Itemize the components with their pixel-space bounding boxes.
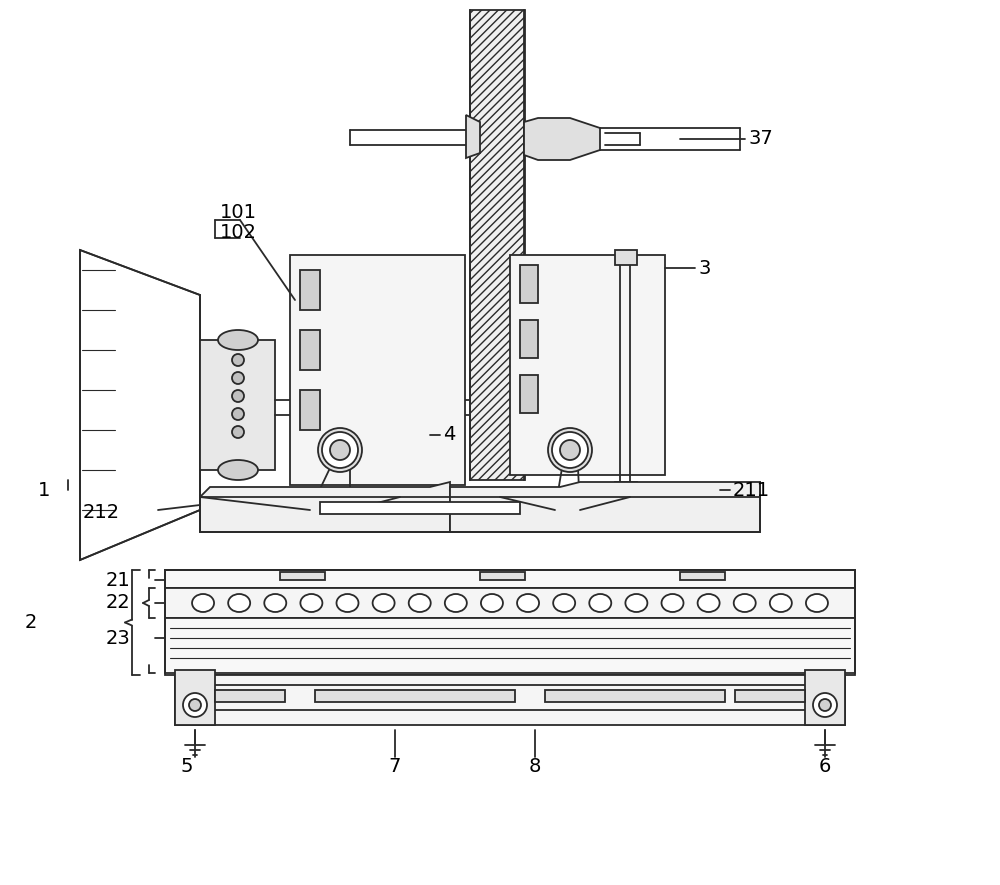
Bar xyxy=(320,502,520,514)
Circle shape xyxy=(813,693,837,717)
Ellipse shape xyxy=(589,594,611,612)
Text: 4: 4 xyxy=(443,426,455,444)
Circle shape xyxy=(232,408,244,420)
Circle shape xyxy=(318,428,362,472)
Text: 1: 1 xyxy=(38,481,50,499)
Polygon shape xyxy=(524,118,600,160)
Text: 5: 5 xyxy=(181,758,193,776)
Circle shape xyxy=(232,354,244,366)
Bar xyxy=(280,572,325,580)
Ellipse shape xyxy=(264,594,286,612)
Bar xyxy=(300,330,320,370)
Bar xyxy=(175,675,845,725)
Bar xyxy=(615,482,637,497)
Bar xyxy=(470,10,525,480)
Text: 212: 212 xyxy=(83,503,120,521)
Text: 6: 6 xyxy=(819,758,831,776)
Circle shape xyxy=(552,432,588,468)
Ellipse shape xyxy=(336,594,358,612)
Ellipse shape xyxy=(698,594,720,612)
Ellipse shape xyxy=(373,594,395,612)
Bar xyxy=(805,670,845,725)
Bar xyxy=(520,265,538,303)
Circle shape xyxy=(232,426,244,438)
Ellipse shape xyxy=(770,594,792,612)
Text: 23: 23 xyxy=(105,628,130,648)
Bar xyxy=(480,572,525,580)
Ellipse shape xyxy=(445,594,467,612)
Ellipse shape xyxy=(734,594,756,612)
Bar xyxy=(290,255,465,485)
Bar xyxy=(215,690,285,702)
Ellipse shape xyxy=(409,594,431,612)
Circle shape xyxy=(330,440,350,460)
Ellipse shape xyxy=(192,594,214,612)
Text: 8: 8 xyxy=(529,758,541,776)
Ellipse shape xyxy=(218,330,258,350)
Ellipse shape xyxy=(481,594,503,612)
Text: 7: 7 xyxy=(389,758,401,776)
Text: 101: 101 xyxy=(220,204,257,222)
Ellipse shape xyxy=(625,594,647,612)
Bar xyxy=(300,390,320,430)
Circle shape xyxy=(183,693,207,717)
Bar xyxy=(735,690,805,702)
Circle shape xyxy=(548,428,592,472)
Bar xyxy=(520,320,538,358)
Circle shape xyxy=(322,432,358,468)
Bar xyxy=(300,270,320,310)
Circle shape xyxy=(189,699,201,711)
Text: 37: 37 xyxy=(748,129,773,149)
Text: 211: 211 xyxy=(733,481,770,499)
Bar xyxy=(175,670,215,725)
Circle shape xyxy=(558,438,582,462)
Bar xyxy=(615,250,637,265)
Bar xyxy=(315,690,515,702)
Polygon shape xyxy=(200,482,450,532)
Text: 2: 2 xyxy=(25,612,37,632)
Ellipse shape xyxy=(300,594,322,612)
Circle shape xyxy=(232,372,244,384)
Ellipse shape xyxy=(517,594,539,612)
Text: 102: 102 xyxy=(220,224,257,242)
Text: 22: 22 xyxy=(105,594,130,612)
Text: 3: 3 xyxy=(698,258,710,278)
Bar xyxy=(165,570,855,588)
Polygon shape xyxy=(450,482,760,532)
Bar xyxy=(510,255,665,475)
Bar xyxy=(165,570,855,675)
Ellipse shape xyxy=(553,594,575,612)
Bar xyxy=(680,572,725,580)
Bar xyxy=(200,340,275,470)
Bar xyxy=(520,375,538,413)
Ellipse shape xyxy=(218,460,258,480)
Text: 21: 21 xyxy=(105,571,130,589)
Polygon shape xyxy=(80,250,200,560)
Circle shape xyxy=(328,438,352,462)
Bar xyxy=(165,588,855,618)
Circle shape xyxy=(232,390,244,402)
Ellipse shape xyxy=(228,594,250,612)
Circle shape xyxy=(560,440,580,460)
Bar xyxy=(165,618,855,673)
Circle shape xyxy=(819,699,831,711)
Polygon shape xyxy=(466,115,480,158)
Ellipse shape xyxy=(662,594,684,612)
Ellipse shape xyxy=(806,594,828,612)
Bar xyxy=(545,690,725,702)
